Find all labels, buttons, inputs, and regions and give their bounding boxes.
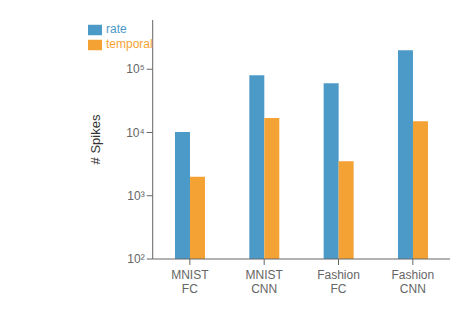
svg-text:10⁵: 10⁵ [126, 62, 144, 76]
svg-text:MNISTFC: MNISTFC [171, 268, 209, 296]
svg-text:10²: 10² [127, 252, 144, 266]
svg-text:MNISTCNN: MNISTCNN [246, 268, 284, 296]
svg-text:10³: 10³ [127, 189, 144, 203]
svg-text:FashionFC: FashionFC [317, 268, 360, 296]
html-text:temporal: temporal [106, 36, 153, 51]
svg-text:FashionCNN: FashionCNN [391, 268, 434, 296]
svg-text:10⁴: 10⁴ [126, 126, 145, 140]
svg-text:# Spikes: # Spikes [88, 114, 103, 164]
html-text:rate: rate [106, 22, 127, 36]
